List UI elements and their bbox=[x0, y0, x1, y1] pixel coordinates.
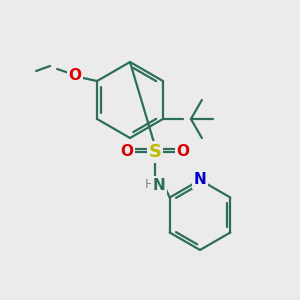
Text: S: S bbox=[148, 143, 161, 161]
Text: O: O bbox=[69, 68, 82, 83]
Text: N: N bbox=[153, 178, 165, 193]
Text: H: H bbox=[144, 178, 154, 191]
Text: N: N bbox=[194, 172, 206, 188]
Text: O: O bbox=[121, 145, 134, 160]
Text: O: O bbox=[176, 145, 190, 160]
